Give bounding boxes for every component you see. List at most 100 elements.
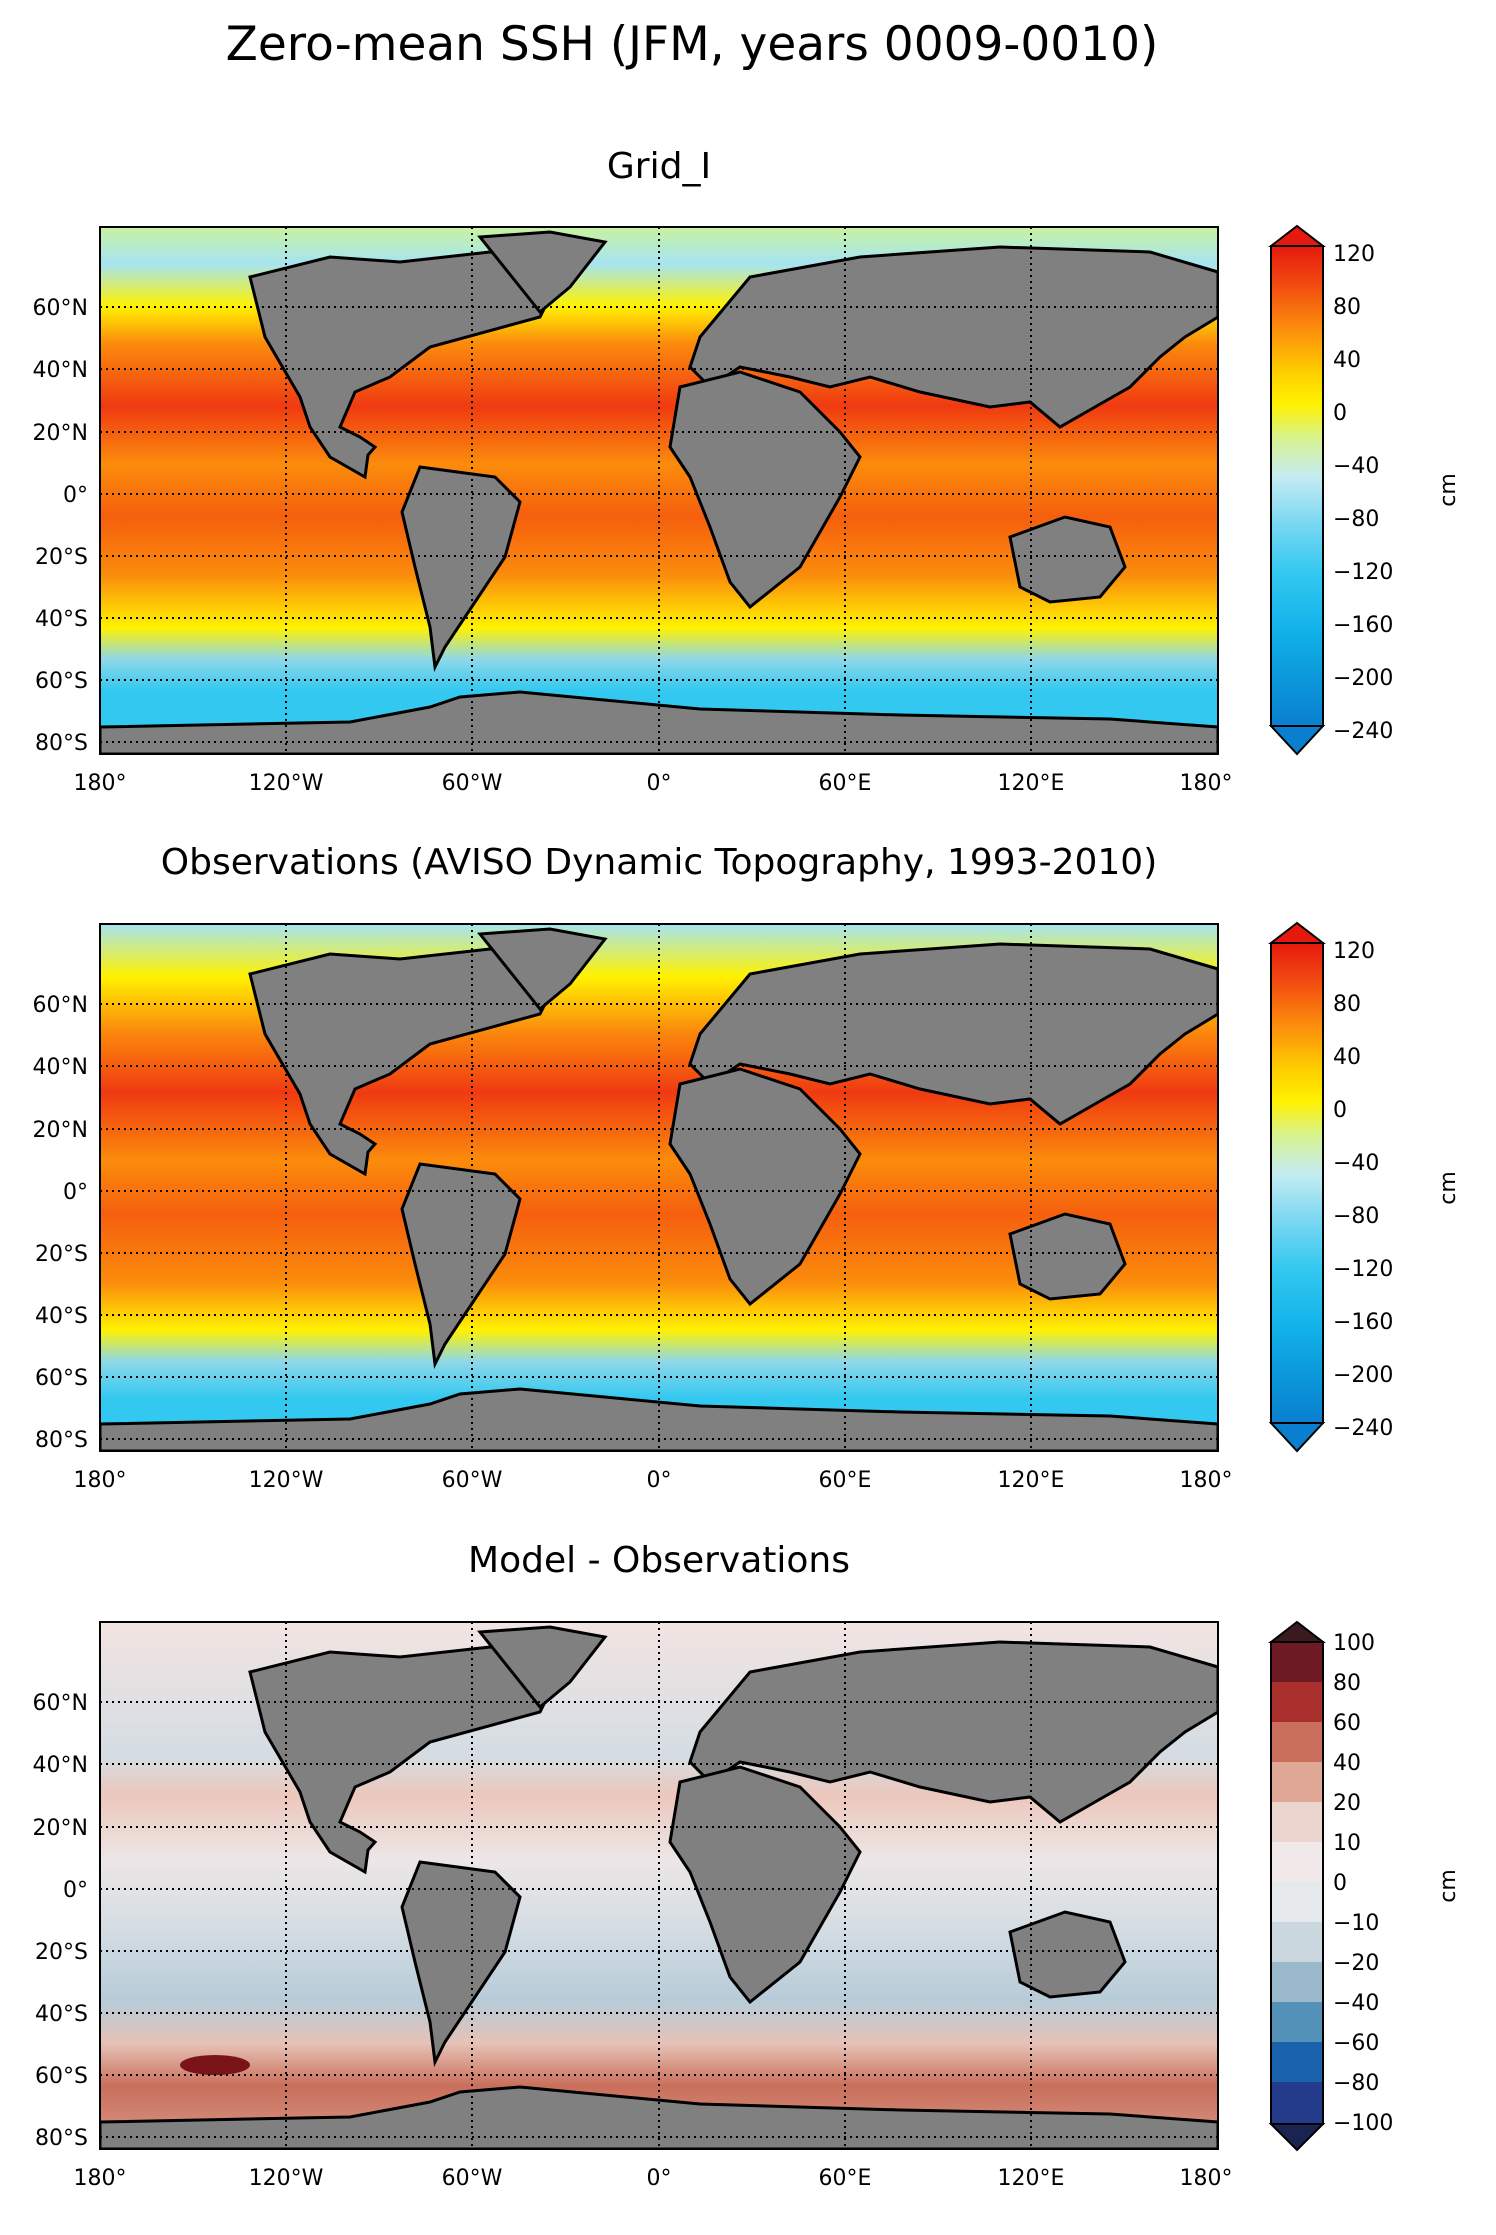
y-tick: 40°S bbox=[35, 2002, 88, 2027]
cb-tick: 0 bbox=[1333, 1098, 1347, 1123]
panel-difference-y-ticks: 60°N 40°N 20°N 0° 20°S 40°S 60°S 80°S bbox=[33, 1691, 88, 2151]
y-tick: 80°S bbox=[35, 1428, 88, 1453]
cb-tick: 0 bbox=[1333, 401, 1347, 426]
panel-model-title: Grid_I bbox=[607, 146, 711, 187]
x-tick: 120°E bbox=[998, 771, 1065, 796]
y-tick: 60°S bbox=[35, 1366, 88, 1391]
y-tick: 20°S bbox=[35, 545, 88, 570]
panel-difference-hotspot bbox=[180, 2055, 250, 2075]
panel-model-gridlines bbox=[100, 227, 1218, 754]
y-tick: 20°N bbox=[33, 1118, 88, 1143]
x-tick: 60°W bbox=[442, 2166, 503, 2191]
x-tick: 120°W bbox=[249, 2166, 324, 2191]
cb-tick: 120 bbox=[1333, 939, 1375, 964]
x-tick: 60°E bbox=[819, 2166, 872, 2191]
panel-observations-y-ticks: 60°N 40°N 20°N 0° 20°S 40°S 60°S 80°S bbox=[33, 993, 88, 1453]
cb-tick: −80 bbox=[1333, 2071, 1379, 2096]
y-tick: 60°S bbox=[35, 2064, 88, 2089]
panel-observations-colorbar: 120 80 40 0 −40 −80 −120 −160 −200 −240 … bbox=[1268, 921, 1461, 1453]
panel-observations-frame bbox=[99, 923, 1219, 1452]
x-tick: 0° bbox=[647, 2166, 672, 2191]
panel-observations: Observations (AVISO Dynamic Topography, … bbox=[33, 842, 1461, 1493]
x-tick: 180° bbox=[1180, 771, 1233, 796]
cb-tick: −60 bbox=[1333, 2031, 1379, 2056]
cb-tick: −120 bbox=[1333, 1257, 1393, 1282]
panel-difference-title: Model - Observations bbox=[468, 1540, 850, 1581]
x-tick: 0° bbox=[647, 1468, 672, 1493]
x-tick: 180° bbox=[1180, 2166, 1233, 2191]
cb-tick: −160 bbox=[1333, 1310, 1393, 1335]
panel-model-x-ticks: 180° 120°W 60°W 0° 60°E 120°E 180° bbox=[74, 771, 1233, 796]
x-tick: 180° bbox=[1180, 1468, 1233, 1493]
cb-tick: −120 bbox=[1333, 560, 1393, 585]
y-tick: 40°N bbox=[33, 1753, 88, 1778]
x-tick: 120°E bbox=[998, 1468, 1065, 1493]
cb-tick: 40 bbox=[1333, 348, 1361, 373]
x-tick: 60°E bbox=[819, 771, 872, 796]
cb-tick: 100 bbox=[1333, 1631, 1375, 1656]
y-tick: 0° bbox=[63, 1878, 88, 1903]
panel-difference-colorbar: 100 80 60 40 20 10 0 −10 −20 −40 −60 −80… bbox=[1268, 1620, 1461, 2152]
y-tick: 20°S bbox=[35, 1242, 88, 1267]
x-tick: 0° bbox=[647, 771, 672, 796]
x-tick: 180° bbox=[74, 1468, 127, 1493]
cb-tick: −240 bbox=[1333, 719, 1393, 744]
x-tick: 120°W bbox=[249, 771, 324, 796]
x-tick: 60°W bbox=[442, 771, 503, 796]
colorbar-label: cm bbox=[1436, 473, 1461, 507]
cb-tick: 80 bbox=[1333, 295, 1361, 320]
x-tick: 180° bbox=[74, 2166, 127, 2191]
cb-tick: −20 bbox=[1333, 1951, 1379, 1976]
y-tick: 40°S bbox=[35, 607, 88, 632]
cb-tick: 40 bbox=[1333, 1045, 1361, 1070]
panel-model: Grid_I bbox=[33, 146, 1461, 796]
panel-difference-landmasses bbox=[100, 1625, 1218, 2149]
x-tick: 120°E bbox=[998, 2166, 1065, 2191]
panel-observations-x-ticks: 180° 120°W 60°W 0° 60°E 120°E 180° bbox=[74, 1468, 1233, 1493]
cb-tick: −200 bbox=[1333, 666, 1393, 691]
colorbar-label: cm bbox=[1436, 1171, 1461, 1205]
panel-difference: Model - Observations bbox=[33, 1540, 1461, 2191]
panel-model-landmasses bbox=[100, 230, 1218, 754]
cb-tick: 80 bbox=[1333, 1671, 1361, 1696]
y-tick: 60°N bbox=[33, 993, 88, 1018]
panel-observations-landmasses bbox=[100, 927, 1218, 1451]
panel-difference-x-ticks: 180° 120°W 60°W 0° 60°E 120°E 180° bbox=[74, 2166, 1233, 2191]
cb-tick: 10 bbox=[1333, 1831, 1361, 1856]
figure-title: Zero-mean SSH (JFM, years 0009-0010) bbox=[226, 17, 1159, 72]
y-tick: 60°N bbox=[33, 296, 88, 321]
cb-tick: 60 bbox=[1333, 1711, 1361, 1736]
cb-tick: 40 bbox=[1333, 1751, 1361, 1776]
y-tick: 20°N bbox=[33, 1816, 88, 1841]
y-tick: 0° bbox=[63, 1180, 88, 1205]
panel-model-frame bbox=[99, 226, 1219, 755]
y-tick: 80°S bbox=[35, 2126, 88, 2151]
cb-tick: −40 bbox=[1333, 454, 1379, 479]
panel-observations-gridlines bbox=[100, 924, 1218, 1451]
cb-tick: 80 bbox=[1333, 992, 1361, 1017]
y-tick: 40°S bbox=[35, 1304, 88, 1329]
cb-tick: −100 bbox=[1333, 2111, 1393, 2136]
y-tick: 80°S bbox=[35, 731, 88, 756]
cb-tick: −40 bbox=[1333, 1991, 1379, 2016]
panel-difference-frame bbox=[99, 1621, 1219, 2150]
cb-tick: −40 bbox=[1333, 1151, 1379, 1176]
panel-observations-title: Observations (AVISO Dynamic Topography, … bbox=[161, 842, 1158, 883]
cb-tick: −10 bbox=[1333, 1911, 1379, 1936]
cb-tick: 120 bbox=[1333, 242, 1375, 267]
cb-tick: −80 bbox=[1333, 507, 1379, 532]
y-tick: 20°N bbox=[33, 421, 88, 446]
x-tick: 60°E bbox=[819, 1468, 872, 1493]
panel-difference-gridlines bbox=[100, 1622, 1218, 2149]
cb-tick: −200 bbox=[1333, 1363, 1393, 1388]
cb-tick: −160 bbox=[1333, 613, 1393, 638]
panel-model-colorbar: 120 80 40 0 −40 −80 −120 −160 −200 −240 … bbox=[1268, 224, 1461, 756]
y-tick: 60°N bbox=[33, 1691, 88, 1716]
y-tick: 60°S bbox=[35, 669, 88, 694]
y-tick: 40°N bbox=[33, 358, 88, 383]
x-tick: 120°W bbox=[249, 1468, 324, 1493]
x-tick: 60°W bbox=[442, 1468, 503, 1493]
y-tick: 20°S bbox=[35, 1940, 88, 1965]
colorbar-label: cm bbox=[1436, 1869, 1461, 1903]
